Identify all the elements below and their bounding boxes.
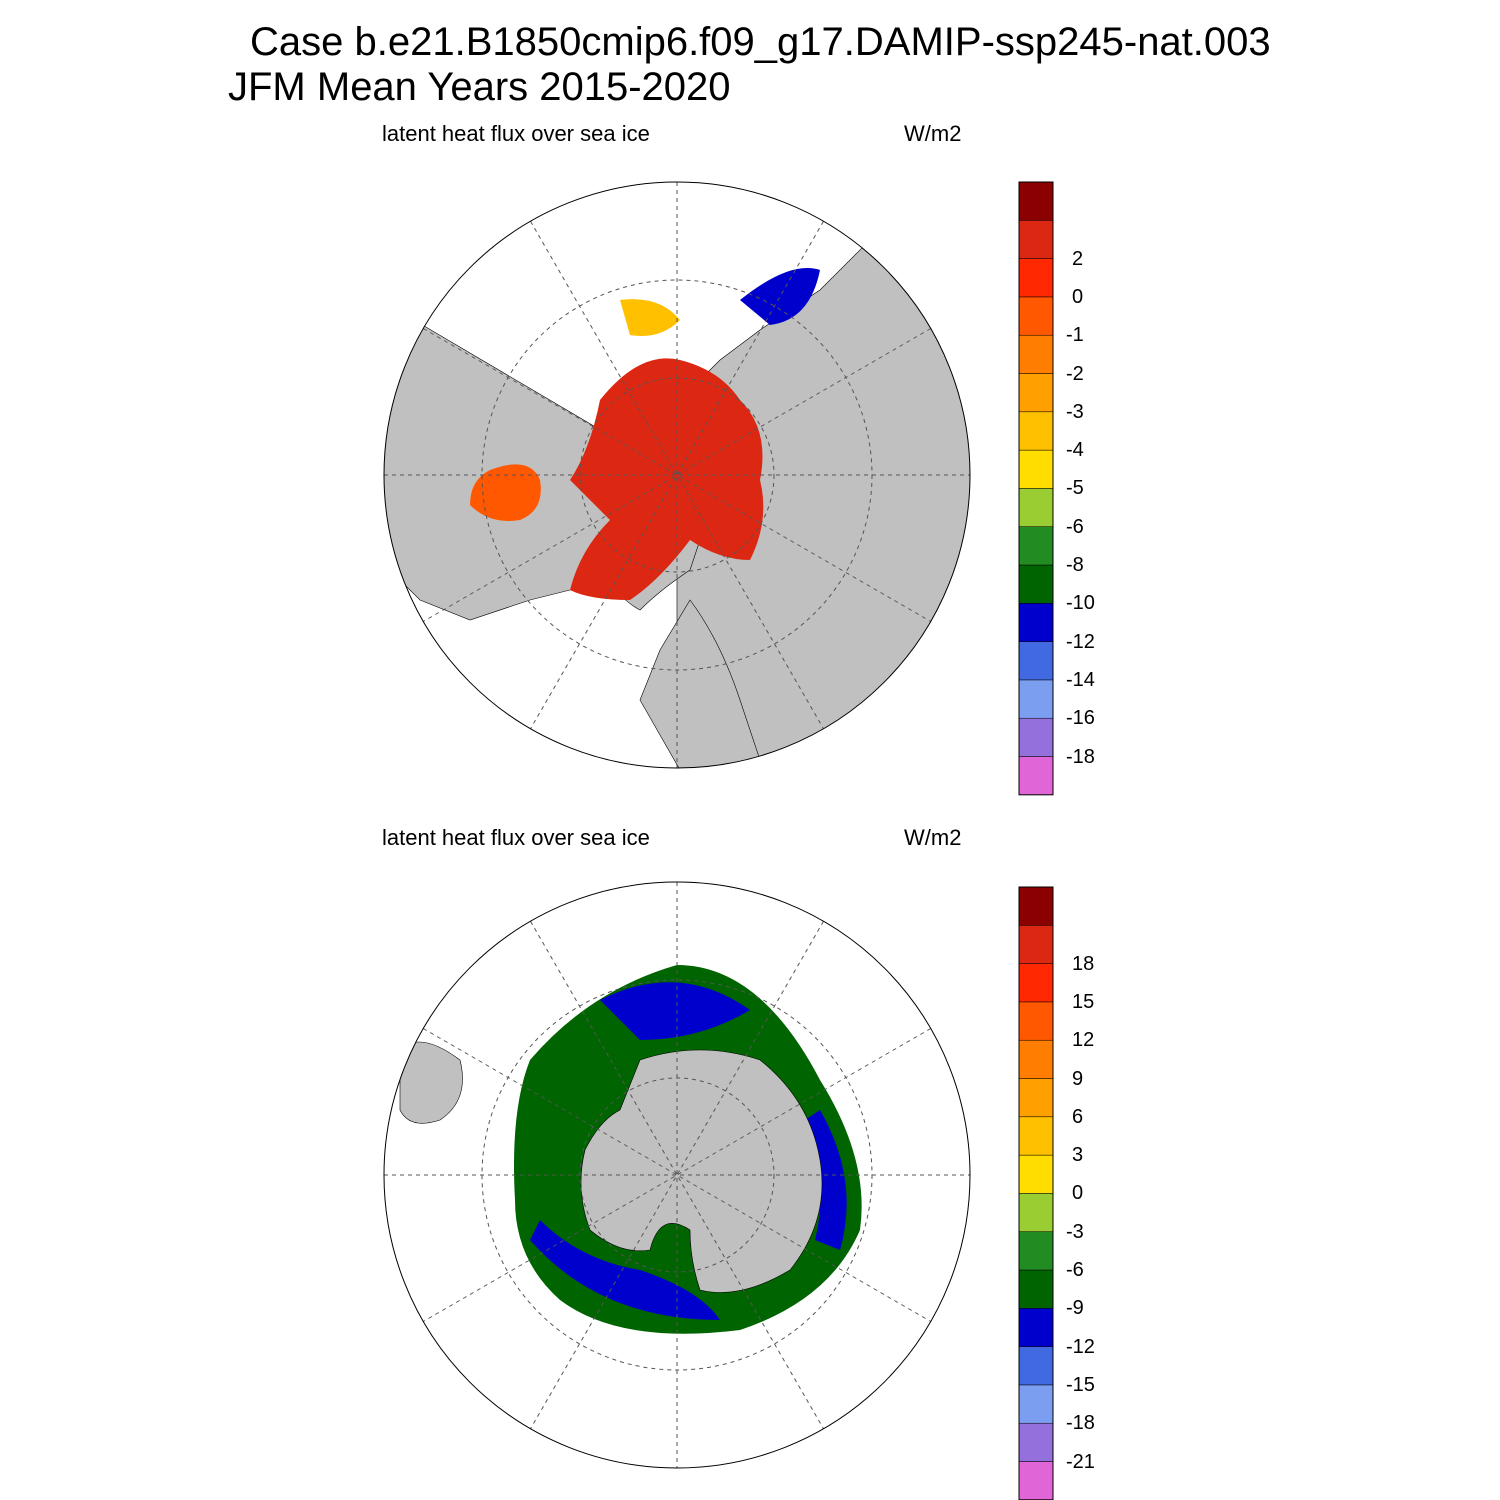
figure-title: Case b.e21.B1850cmip6.f09_g17.DAMIP-ssp2… xyxy=(250,20,1271,64)
north-colorbar-swatch xyxy=(1018,373,1054,413)
south-colorbar-swatch xyxy=(1018,963,1054,1003)
north-map-border xyxy=(383,181,971,769)
north-europe-land xyxy=(639,599,761,768)
south-colorbar-tick-label: 0 xyxy=(1072,1182,1084,1205)
south-meridian xyxy=(530,921,824,1429)
south-colorbar-tick-label: -18 xyxy=(1066,1412,1095,1435)
south-colorbar-tick-label: 12 xyxy=(1072,1029,1095,1052)
north-colorbar-swatch xyxy=(1018,488,1054,527)
north-meridian xyxy=(423,328,931,622)
south-colorbar-swatch xyxy=(1018,1422,1054,1462)
south-units-label: W/m2 xyxy=(904,825,962,850)
south-colorbar-tick-label: 6 xyxy=(1072,1105,1084,1128)
north-colorbar-swatch xyxy=(1018,564,1054,604)
south-america-land xyxy=(399,1041,463,1124)
south-colorbar-swatch xyxy=(1018,1308,1054,1347)
north-sea-ice-field xyxy=(570,358,764,600)
south-colorbar-swatch xyxy=(1018,925,1054,964)
south-colorbar-swatch xyxy=(1018,1346,1054,1386)
south-colorbar-swatch xyxy=(1018,1078,1054,1118)
north-colorbar-swatch xyxy=(1018,526,1054,566)
south-colorbar-swatch xyxy=(1018,1231,1054,1271)
south-weddell-ice xyxy=(600,982,750,1040)
south-colorbar-tick-label: 9 xyxy=(1072,1067,1084,1090)
south-colorbar-tick-label: -12 xyxy=(1066,1335,1095,1358)
north-units-label: W/m2 xyxy=(904,121,962,146)
north-colorbar-swatch xyxy=(1018,411,1054,451)
north-colorbar-tick-label: -14 xyxy=(1066,668,1095,691)
south-colorbar-swatch xyxy=(1018,1384,1054,1424)
south-meridian xyxy=(423,1028,931,1322)
north-colorbar-tick-label: -3 xyxy=(1066,400,1084,423)
north-colorbar-tick-label: -2 xyxy=(1066,362,1084,385)
north-colorbar-swatch xyxy=(1018,641,1054,681)
south-colorbar-tick-label: -6 xyxy=(1066,1259,1084,1281)
north-colorbar-swatch xyxy=(1018,181,1054,221)
south-colorbar-tick-label: -15 xyxy=(1066,1373,1095,1396)
north-colorbar-swatch xyxy=(1018,679,1054,719)
north-colorbar-swatch xyxy=(1018,334,1054,374)
north-bering-ice xyxy=(740,268,820,325)
north-colorbar-tick-label: -6 xyxy=(1066,515,1084,538)
south-antarctica-land xyxy=(580,1049,823,1293)
north-colorbar-tick-label: -8 xyxy=(1066,554,1084,576)
north-meridian xyxy=(423,328,931,622)
south-ross-ice xyxy=(530,1220,720,1320)
south-colorbar-tick-label: -21 xyxy=(1066,1450,1095,1473)
south-colorbar-swatch xyxy=(1018,886,1054,926)
south-colorbar-swatch xyxy=(1018,1154,1054,1194)
south-map-border xyxy=(383,881,971,1469)
south-map-content xyxy=(384,882,970,1468)
north-meridian xyxy=(530,221,824,729)
north-meridian xyxy=(530,221,824,729)
north-colorbar-frame xyxy=(1018,181,1054,796)
south-colorbar-swatch xyxy=(1018,1193,1054,1232)
north-colorbar-tick-label: -10 xyxy=(1066,592,1095,615)
north-colorbar-tick-label: -1 xyxy=(1066,324,1084,347)
north-hudson-bay-ice xyxy=(470,464,541,521)
south-colorbar-tick-label: -3 xyxy=(1066,1220,1084,1243)
south-colorbar-tick-label: 18 xyxy=(1072,952,1095,975)
south-colorbar-swatch xyxy=(1018,1461,1054,1500)
north-variable-label: latent heat flux over sea ice xyxy=(382,121,650,146)
north-colorbar-tick-label: -16 xyxy=(1066,707,1095,730)
north-colorbar-swatch xyxy=(1018,756,1054,796)
south-colorbar-swatch xyxy=(1018,1269,1054,1309)
south-colorbar-swatch xyxy=(1018,1039,1054,1079)
north-colorbar-tick-label: 2 xyxy=(1072,247,1084,270)
north-colorbar-swatch xyxy=(1018,449,1054,489)
south-meridian xyxy=(423,1028,931,1322)
south-colorbar-swatch xyxy=(1018,1001,1054,1041)
south-colorbar-tick-label: -9 xyxy=(1066,1297,1084,1320)
north-colorbar-tick-label: 0 xyxy=(1072,285,1084,308)
south-colorbar-tick-label: 15 xyxy=(1072,990,1095,1013)
north-colorbar-tick-label: -5 xyxy=(1066,477,1084,500)
north-colorbar-tick-label: -12 xyxy=(1066,630,1095,653)
south-meridian xyxy=(530,921,824,1429)
north-colorbar-swatch xyxy=(1018,258,1054,298)
south-colorbar-tick-label: 3 xyxy=(1072,1144,1084,1167)
south-variable-label: latent heat flux over sea ice xyxy=(382,825,650,850)
north-colorbar-swatch xyxy=(1018,296,1054,336)
north-colorbar-swatch xyxy=(1018,717,1054,757)
north-colorbar-swatch xyxy=(1018,220,1054,259)
north-okhotsk-ice xyxy=(620,299,680,336)
north-colorbar-tick-label: -4 xyxy=(1066,439,1084,462)
north-colorbar-tick-label: -18 xyxy=(1066,745,1095,768)
north-map-content xyxy=(384,182,970,768)
south-colorbar-swatch xyxy=(1018,1116,1054,1156)
figure-subtitle: JFM Mean Years 2015-2020 xyxy=(228,65,731,109)
north-colorbar-swatch xyxy=(1018,603,1054,642)
